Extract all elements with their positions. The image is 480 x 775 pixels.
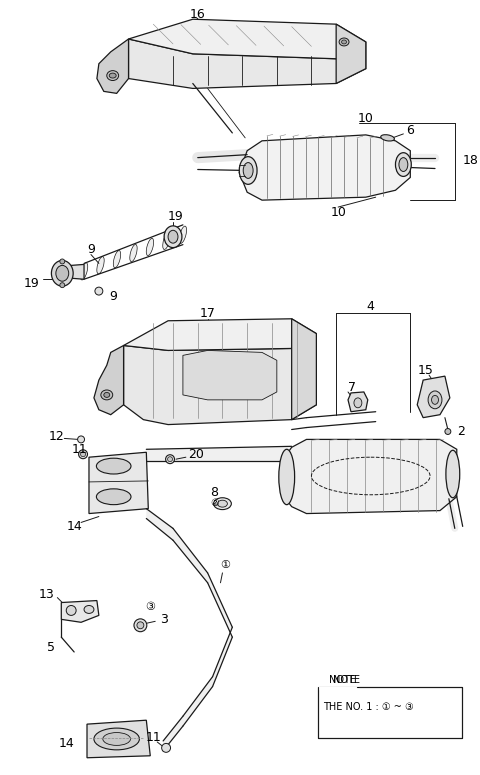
Text: 14: 14 — [66, 520, 82, 533]
Ellipse shape — [168, 456, 172, 462]
Text: 19: 19 — [24, 277, 39, 290]
Polygon shape — [89, 453, 148, 514]
Ellipse shape — [81, 452, 85, 456]
Text: 20: 20 — [188, 448, 204, 460]
Ellipse shape — [396, 153, 411, 177]
Ellipse shape — [101, 390, 113, 400]
Text: 5: 5 — [48, 640, 55, 653]
Text: 9: 9 — [87, 243, 95, 256]
Text: 11: 11 — [145, 732, 161, 745]
Text: 13: 13 — [38, 588, 54, 601]
Ellipse shape — [78, 436, 84, 443]
Polygon shape — [239, 135, 410, 200]
Polygon shape — [146, 508, 232, 751]
Text: NOTE: NOTE — [329, 674, 356, 684]
Polygon shape — [318, 687, 356, 688]
Ellipse shape — [162, 743, 170, 753]
Polygon shape — [348, 392, 368, 412]
Ellipse shape — [214, 498, 231, 510]
Text: 14: 14 — [59, 738, 74, 750]
Text: ②: ② — [210, 498, 219, 508]
Polygon shape — [292, 319, 316, 419]
Text: 15: 15 — [417, 363, 433, 377]
Text: 3: 3 — [160, 613, 168, 626]
Polygon shape — [183, 350, 277, 400]
Text: ③: ③ — [145, 602, 155, 612]
Text: 11: 11 — [71, 443, 87, 456]
Ellipse shape — [56, 265, 69, 281]
Text: 7: 7 — [348, 381, 356, 394]
Text: 19: 19 — [168, 211, 184, 223]
Text: 6: 6 — [407, 125, 414, 137]
Ellipse shape — [79, 449, 87, 459]
Ellipse shape — [80, 263, 88, 280]
Text: 10: 10 — [358, 112, 374, 125]
Polygon shape — [123, 319, 316, 350]
Ellipse shape — [179, 226, 187, 243]
Text: THE NO. 1 : ① ~ ③: THE NO. 1 : ① ~ ③ — [324, 702, 414, 712]
Polygon shape — [146, 446, 292, 461]
Ellipse shape — [97, 257, 104, 274]
Ellipse shape — [137, 622, 144, 629]
Ellipse shape — [66, 605, 76, 615]
Ellipse shape — [94, 728, 139, 750]
Ellipse shape — [96, 458, 131, 474]
Ellipse shape — [113, 250, 120, 268]
FancyBboxPatch shape — [318, 687, 462, 738]
Ellipse shape — [95, 288, 103, 295]
Text: 2: 2 — [457, 425, 465, 438]
Polygon shape — [61, 601, 99, 622]
Polygon shape — [123, 333, 316, 425]
Ellipse shape — [399, 157, 408, 171]
Ellipse shape — [342, 40, 347, 44]
Ellipse shape — [432, 395, 438, 405]
Ellipse shape — [354, 398, 362, 408]
Ellipse shape — [163, 232, 170, 250]
Ellipse shape — [164, 226, 182, 247]
Text: 8: 8 — [211, 486, 218, 499]
Ellipse shape — [445, 429, 451, 435]
Ellipse shape — [96, 489, 131, 505]
Polygon shape — [417, 376, 450, 418]
Text: 12: 12 — [48, 430, 64, 443]
Text: 18: 18 — [463, 154, 479, 167]
Ellipse shape — [239, 157, 257, 184]
Polygon shape — [87, 720, 150, 758]
Text: 9: 9 — [109, 290, 117, 302]
Polygon shape — [97, 39, 129, 93]
Ellipse shape — [60, 259, 65, 264]
Ellipse shape — [279, 449, 295, 505]
Ellipse shape — [109, 73, 116, 78]
Ellipse shape — [60, 283, 65, 288]
Ellipse shape — [104, 392, 110, 398]
Ellipse shape — [130, 244, 137, 262]
Ellipse shape — [339, 38, 349, 46]
Text: NOTE: NOTE — [333, 674, 360, 684]
Text: 17: 17 — [200, 308, 216, 320]
Polygon shape — [94, 346, 123, 415]
Polygon shape — [129, 19, 366, 59]
Text: ①: ① — [220, 560, 230, 570]
Polygon shape — [282, 439, 457, 514]
Ellipse shape — [381, 135, 395, 141]
Ellipse shape — [84, 605, 94, 614]
Polygon shape — [129, 39, 366, 88]
Ellipse shape — [168, 230, 178, 243]
Ellipse shape — [428, 391, 442, 408]
Ellipse shape — [134, 619, 147, 632]
Ellipse shape — [217, 500, 228, 507]
Ellipse shape — [166, 455, 175, 463]
Ellipse shape — [446, 450, 460, 498]
Ellipse shape — [243, 163, 253, 178]
Polygon shape — [336, 24, 366, 84]
Ellipse shape — [51, 260, 73, 286]
Text: 10: 10 — [330, 205, 346, 219]
Text: 16: 16 — [190, 8, 205, 21]
Polygon shape — [71, 264, 84, 279]
Text: 4: 4 — [367, 301, 375, 313]
Ellipse shape — [107, 71, 119, 81]
Ellipse shape — [103, 732, 131, 746]
Ellipse shape — [146, 239, 154, 256]
